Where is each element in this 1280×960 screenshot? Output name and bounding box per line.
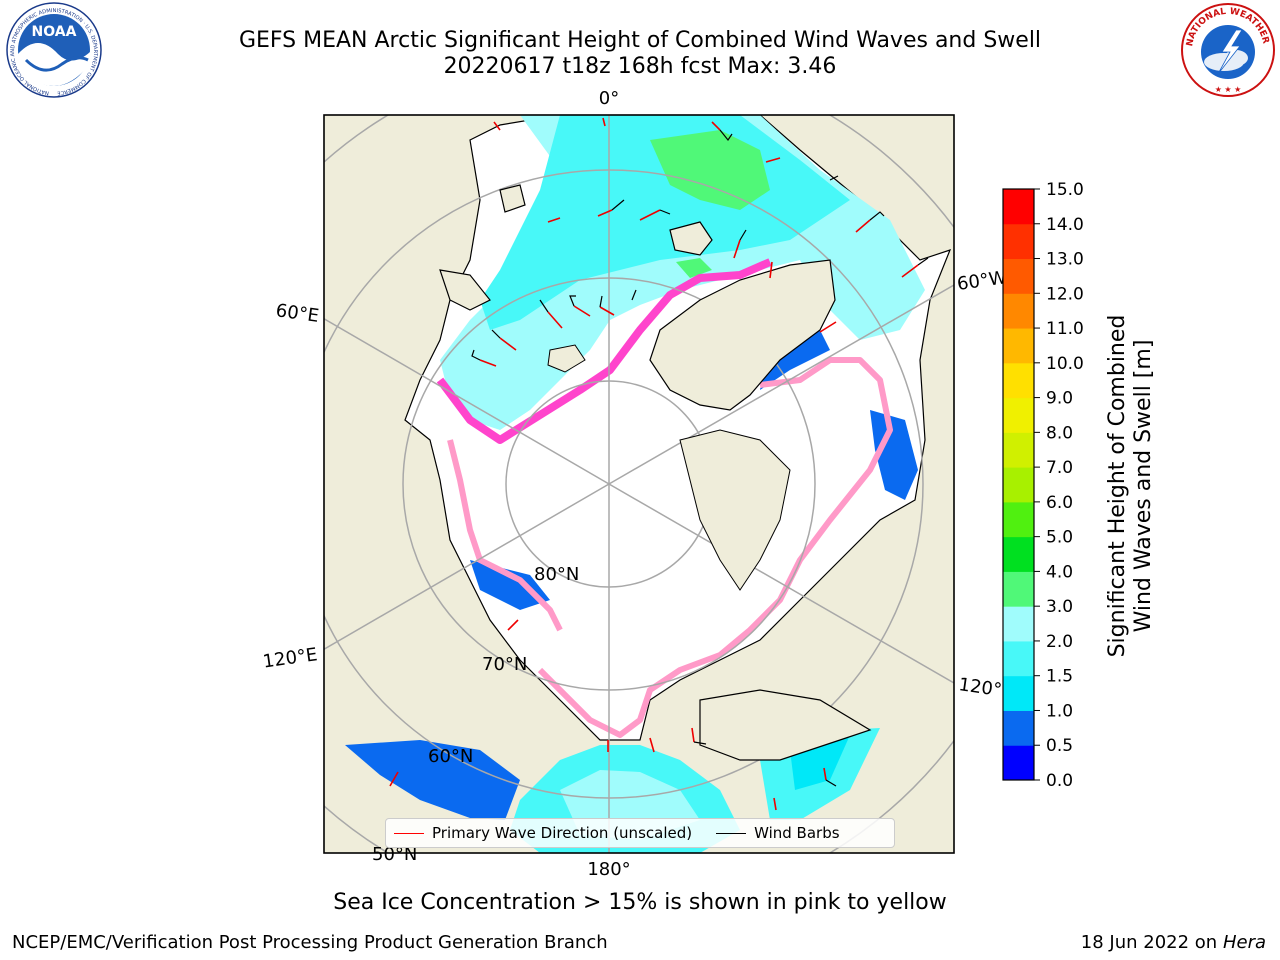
greenland (649, 259, 836, 411)
wave-arrow (773, 797, 777, 811)
lat-label-70: 70°N (482, 654, 527, 675)
svalbard (669, 221, 713, 256)
map-frame (323, 114, 955, 854)
sea-ice-edge-3 (447, 439, 563, 632)
footer-host: Hera (1222, 932, 1266, 953)
wind-barb (829, 175, 839, 181)
wave-field-max-2 (676, 258, 712, 278)
wave-arrow (493, 121, 501, 131)
wind-barb (491, 329, 501, 339)
footer-date: 18 Jun 2022 on Hera (1081, 932, 1266, 953)
wave-arrow (507, 619, 519, 631)
noaa-logo: NOAA NATIONAL OCEANIC AND ATMOSPHERIC AD… (6, 2, 102, 98)
wave-arrow (602, 117, 606, 127)
wave-arrow (389, 771, 399, 787)
lon-label-60w: 60°W (956, 267, 1008, 295)
legend-red-line (394, 832, 424, 834)
wave-arrow (547, 217, 561, 223)
wave-arrow (547, 311, 563, 329)
wave-arrow (711, 121, 721, 131)
legend-label-wave-direction: Primary Wave Direction (unscaled) (432, 824, 693, 842)
meridian-120w (608, 483, 954, 684)
wave-arrow (769, 261, 773, 279)
wave-arrow (597, 209, 613, 217)
wave-field-kara (470, 560, 550, 610)
wave-arrow (765, 157, 781, 163)
wave-arrow (819, 321, 837, 333)
chart-subtitle: 20220617 t18z 168h fcst Max: 3.46 (443, 54, 837, 79)
graticule (324, 115, 954, 853)
wave-field-max (650, 130, 770, 210)
wave-arrow (823, 767, 827, 781)
wind-barb (825, 779, 837, 787)
wind-barb (569, 295, 576, 307)
wind-barb (611, 199, 625, 211)
wave-field-low-2 (870, 410, 918, 500)
alaska-north (699, 689, 872, 761)
meridian-60e (324, 317, 610, 485)
lon-label-180: 180° (587, 859, 630, 880)
wind-barb (693, 741, 707, 745)
canadian-archipelago (679, 429, 791, 591)
sea-ice-edge (436, 258, 772, 444)
legend-black-line (716, 832, 747, 834)
wave-arrow (479, 359, 497, 367)
footer-credit: NCEP/EMC/Verification Post Processing Pr… (12, 932, 608, 953)
meridian-120e (324, 483, 610, 651)
wave-arrow (649, 737, 655, 753)
novaya-zemlya (439, 269, 491, 311)
wave-field-okhotsk (345, 740, 520, 820)
iceland (499, 184, 526, 213)
lat-label-60: 60°N (428, 746, 473, 767)
map-legend: Primary Wave Direction (unscaled) Wind B… (385, 818, 895, 848)
wave-arrow (639, 209, 661, 221)
chart-title: GEFS MEAN Arctic Significant Height of C… (238, 28, 1042, 53)
wave-arrow (499, 337, 517, 351)
lon-label-0: 0° (599, 88, 619, 109)
wave-arrow (733, 239, 741, 259)
wind-barb (539, 299, 549, 313)
lat-label-50: 50°N (372, 844, 417, 865)
wave-arrow (855, 219, 871, 233)
franz-josef-land (547, 344, 586, 373)
lon-label-120e: 120°E (262, 644, 319, 672)
sea-ice-caption: Sea Ice Concentration > 15% is shown in … (333, 890, 947, 915)
legend-item-wave-direction: Primary Wave Direction (unscaled) (386, 824, 692, 842)
wind-barb (659, 209, 671, 215)
wind-barb (739, 229, 747, 241)
nws-logo: NATIONAL WEATHER SERVICE ★ ★ ★ (1178, 2, 1275, 97)
svg-text:★ ★ ★: ★ ★ ★ (1215, 85, 1242, 94)
wave-arrows (389, 117, 919, 811)
meridian-60w (608, 284, 954, 485)
wind-barb (719, 129, 733, 142)
lon-label-60e: 60°E (274, 300, 320, 327)
wind-barb (599, 295, 603, 308)
lon-label-120w: 120°W (957, 674, 1021, 703)
wind-barb (471, 349, 481, 361)
wave-arrow (573, 305, 591, 317)
wave-arrow (691, 727, 695, 743)
wind-barbs (471, 129, 929, 787)
lat-label-80: 80°N (534, 564, 579, 585)
legend-label-wind-barbs: Wind Barbs (754, 824, 840, 842)
wind-barb (917, 257, 929, 266)
footer-date-text: 18 Jun 2022 on (1080, 932, 1218, 953)
wave-arrow (599, 306, 615, 316)
wind-barb (631, 289, 637, 301)
noaa-logo-text: NOAA (32, 24, 77, 40)
wind-barb (869, 211, 885, 221)
wave-arrow (901, 264, 919, 278)
legend-item-wind-barbs: Wind Barbs (708, 824, 840, 842)
